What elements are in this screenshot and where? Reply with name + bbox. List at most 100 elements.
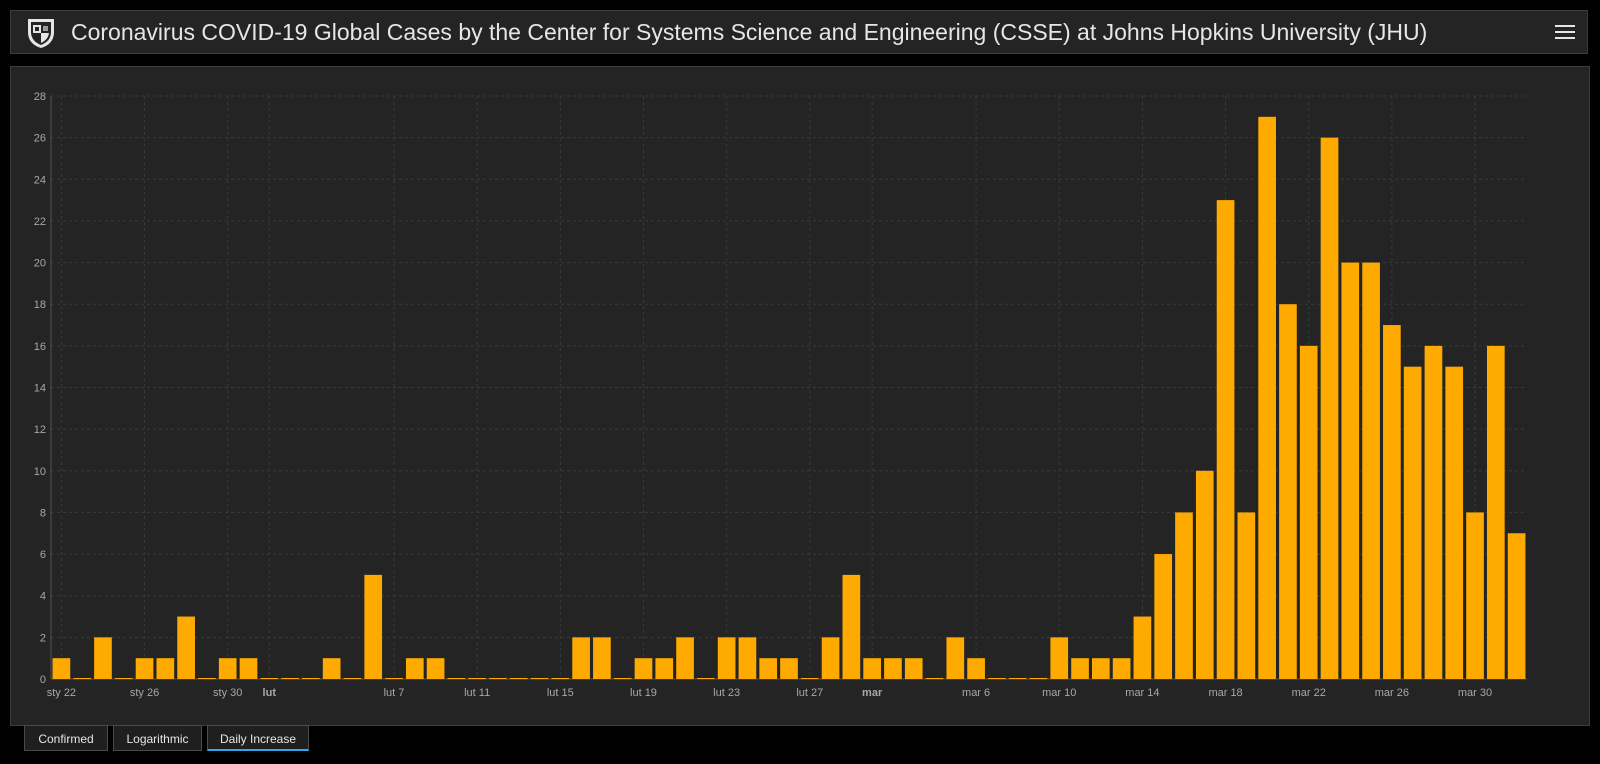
bar-lut-5: [343, 678, 362, 679]
x-tick-label: lut 15: [547, 687, 574, 699]
bar-sty-31: [239, 658, 258, 679]
y-tick-label: 22: [34, 216, 46, 228]
bar-mar-7: [988, 678, 1006, 679]
bar-sty-26: [135, 658, 154, 679]
bar-mar-22: [1299, 345, 1318, 679]
x-tick-label: lut 11: [464, 687, 490, 699]
bar-mar-5: [946, 637, 965, 679]
bar-lut-29: [842, 574, 861, 679]
bar-mar-8: [1008, 678, 1027, 679]
bar-mar-4: [925, 678, 944, 679]
y-tick-label: 20: [34, 258, 46, 270]
chart-panel: 0 2 4 6 8 10 12 14 16 18 20 22 24 26 28 sty 22 sty 26 sty…: [10, 66, 1590, 726]
bar-lut-26: [780, 658, 798, 679]
bar-lut-18: [613, 678, 632, 679]
bar-lut-13: [509, 678, 528, 679]
bar-lut-2: [281, 678, 299, 679]
y-tick-label: 10: [34, 466, 46, 478]
bar-mar-11: [1071, 658, 1089, 679]
bar-lut-6: [364, 574, 383, 679]
y-tick-label: 6: [40, 549, 46, 561]
x-tick-label: sty 30: [213, 687, 242, 699]
bar-sty-29: [198, 678, 216, 679]
y-tick-label: 12: [34, 424, 46, 436]
bar-lut: [260, 678, 279, 679]
bar-lut-25: [759, 658, 778, 679]
bar-mar-28: [1424, 345, 1443, 679]
bar-mar-24: [1341, 262, 1360, 679]
x-tick-label: mar 26: [1375, 687, 1409, 699]
bar-lut-7: [385, 678, 403, 679]
x-tick-label: mar: [862, 687, 883, 699]
bar-lut-17: [593, 637, 611, 679]
bar-lut-4: [322, 658, 341, 679]
bar-mar-29: [1445, 366, 1464, 679]
bar-sty-25: [114, 678, 133, 679]
y-tick-label: 8: [40, 507, 46, 519]
tab-logarithmic[interactable]: Logarithmic: [113, 725, 202, 751]
bar-lut-10: [447, 678, 466, 679]
bar-mar-14: [1133, 616, 1152, 679]
bar-lut-24: [738, 637, 757, 679]
bar-lut-27: [800, 678, 819, 679]
bar-sty-30: [218, 658, 237, 679]
bar-lut-16: [572, 637, 590, 679]
x-tick-label: mar 18: [1208, 687, 1242, 699]
bar-lut-11: [468, 678, 487, 679]
x-tick-label: mar 10: [1042, 687, 1076, 699]
bar-mar-6: [967, 658, 985, 679]
bar-mar-31: [1486, 345, 1505, 679]
bar-mar-12: [1091, 658, 1110, 679]
tab-confirmed[interactable]: Confirmed: [24, 725, 108, 751]
bar-lut-23: [717, 637, 736, 679]
hamburger-menu-icon[interactable]: [1555, 22, 1575, 42]
y-tick-label: 16: [34, 341, 46, 353]
bar-lut-8: [405, 658, 424, 679]
x-tick-label: lut 23: [713, 687, 740, 699]
bar-mar-15: [1154, 554, 1173, 679]
y-tick-label: 24: [34, 174, 46, 186]
tab-daily-increase[interactable]: Daily Increase: [207, 725, 309, 751]
bar-lut-20: [655, 658, 674, 679]
jhu-shield-icon: [28, 19, 54, 48]
bar-sty-27: [156, 658, 175, 679]
y-tick-label: 28: [34, 91, 46, 103]
bar-mar-27: [1403, 366, 1422, 679]
x-tick-label: sty 22: [47, 687, 76, 699]
x-tick-label: lut 19: [630, 687, 657, 699]
app-header: Coronavirus COVID-19 Global Cases by the…: [10, 10, 1588, 54]
x-tick-label: sty 26: [130, 687, 159, 699]
bar-mar-21: [1279, 304, 1297, 679]
x-tick-label: mar 30: [1458, 687, 1492, 699]
bar-sty-22: [52, 658, 71, 679]
bar-mar-3: [904, 658, 923, 679]
bar-mar-10: [1050, 637, 1069, 679]
bar-mar-19: [1237, 512, 1256, 679]
bar-lut-3: [302, 678, 320, 679]
bar-sty-24: [94, 637, 112, 679]
y-tick-label: 18: [34, 299, 46, 311]
bar-lut-15: [551, 678, 570, 679]
bar-lut-14: [530, 678, 549, 679]
y-tick-label: 14: [34, 383, 46, 395]
bar-mar-9: [1029, 678, 1048, 679]
x-tick-label: lut: [263, 687, 277, 699]
bar-kwi-1: [1507, 533, 1526, 679]
bar-mar-17: [1195, 470, 1214, 679]
bar-mar: [863, 658, 881, 679]
bar-lut-9: [426, 658, 445, 679]
bar-sty-28: [177, 616, 195, 679]
x-tick-label: mar 6: [962, 687, 990, 699]
bar-mar-25: [1362, 262, 1380, 679]
bar-mar-13: [1112, 658, 1131, 679]
bar-lut-21: [676, 637, 694, 679]
y-tick-label: 4: [40, 591, 46, 603]
x-tick-label: mar 14: [1125, 687, 1159, 699]
x-tick-label: lut 27: [796, 687, 823, 699]
bar-mar-20: [1258, 116, 1276, 680]
bar-lut-22: [697, 678, 715, 679]
bar-lut-12: [489, 678, 507, 679]
x-tick-label: lut 7: [384, 687, 405, 699]
bar-mar-23: [1320, 137, 1339, 680]
